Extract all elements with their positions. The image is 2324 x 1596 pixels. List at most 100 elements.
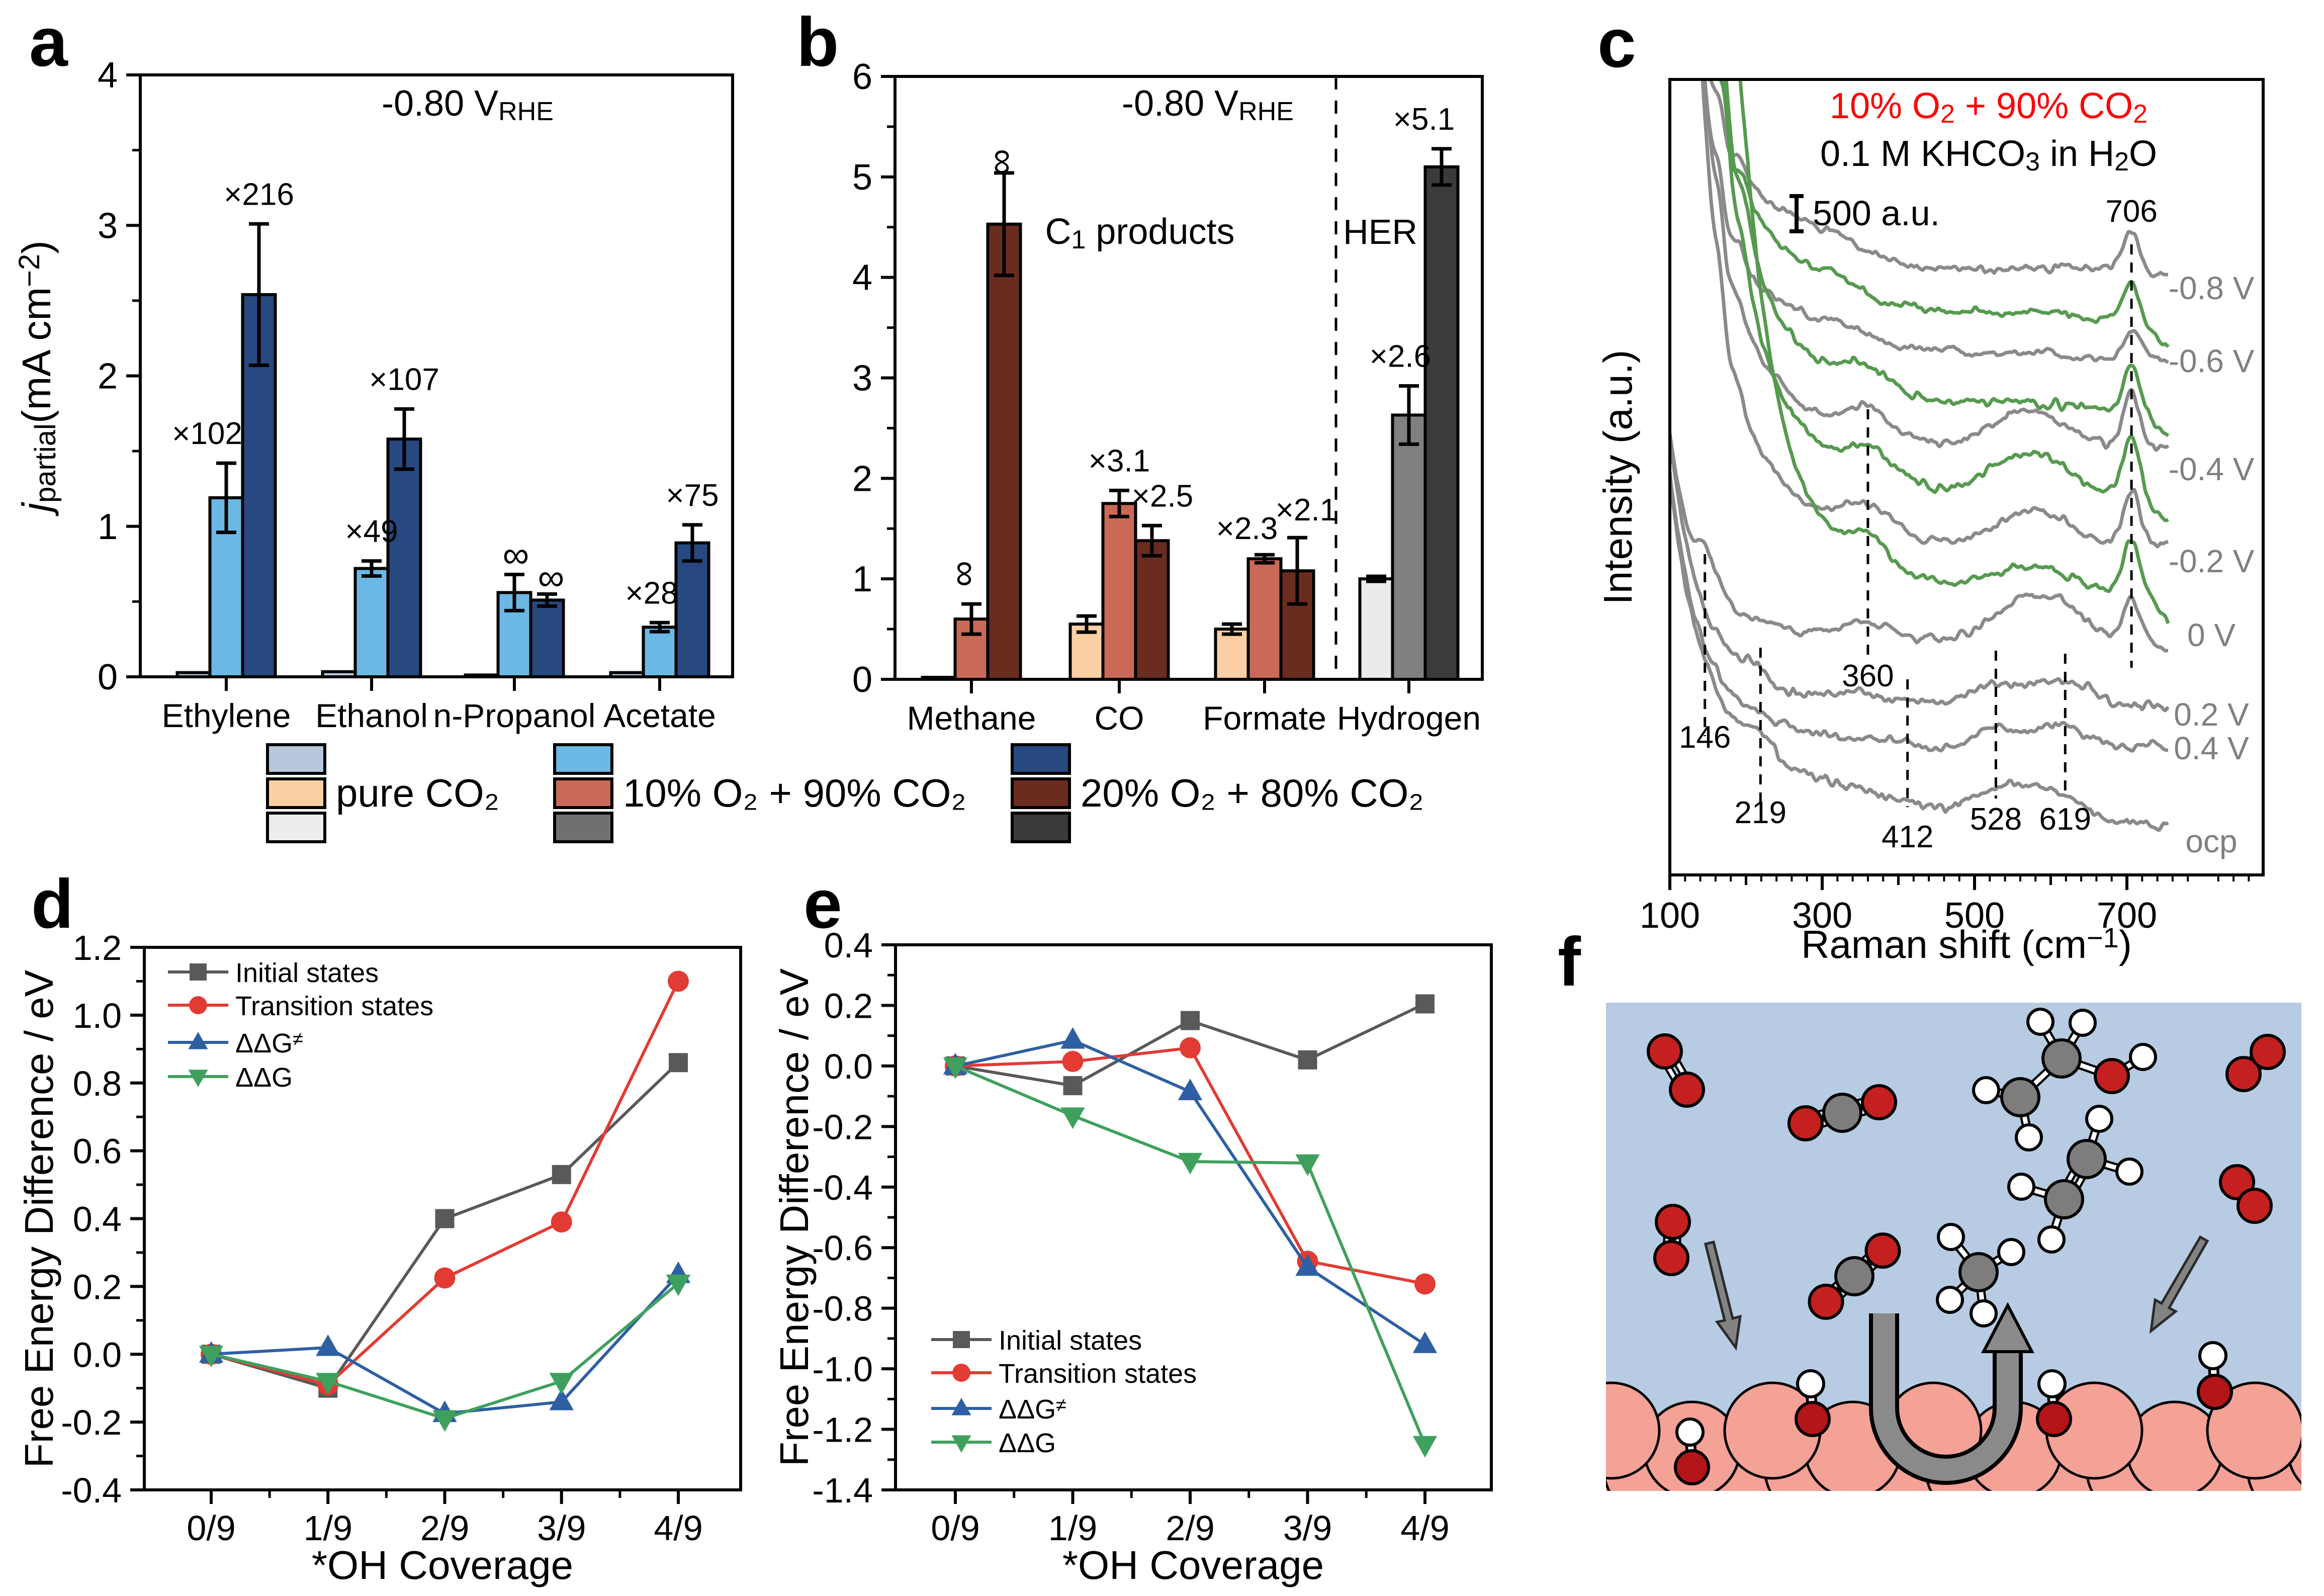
svg-text:×5.1: ×5.1 [1393, 102, 1455, 137]
svg-text:0.6: 0.6 [73, 1132, 122, 1171]
svg-text:-0.2: -0.2 [812, 1107, 873, 1146]
svg-text:0.4 V: 0.4 V [2174, 730, 2249, 766]
svg-text:×49: ×49 [345, 514, 398, 549]
svg-text:Transition states: Transition states [999, 1359, 1197, 1389]
svg-text:412: 412 [1882, 820, 1933, 854]
svg-text:*OH Coverage: *OH Coverage [312, 1543, 573, 1587]
svg-text:Formate: Formate [1203, 699, 1326, 737]
svg-text:4/9: 4/9 [1400, 1509, 1449, 1548]
svg-text:Ethylene: Ethylene [162, 697, 291, 734]
svg-text:6: 6 [852, 57, 872, 97]
svg-text:b: b [796, 4, 839, 81]
svg-text:ΔΔG: ΔΔG [235, 1062, 293, 1093]
svg-text:0.0: 0.0 [824, 1047, 873, 1086]
svg-text:0.8: 0.8 [73, 1064, 122, 1103]
svg-text:146: 146 [1679, 720, 1731, 755]
svg-text:ΔΔG≠: ΔΔG≠ [235, 1028, 303, 1058]
svg-text:219: 219 [1735, 795, 1786, 830]
svg-text:CO: CO [1095, 699, 1144, 737]
svg-text:0.2: 0.2 [824, 986, 873, 1025]
svg-text:×28: ×28 [625, 576, 678, 610]
svg-text:1: 1 [98, 507, 118, 547]
svg-text:0.2 V: 0.2 V [2174, 696, 2249, 733]
svg-text:4: 4 [98, 55, 118, 96]
svg-text:ocp: ocp [2185, 823, 2237, 859]
svg-text:∞: ∞ [503, 534, 529, 576]
svg-text:HER: HER [1343, 212, 1417, 251]
svg-text:2: 2 [98, 357, 118, 397]
svg-text:1/9: 1/9 [1048, 1509, 1097, 1548]
svg-text:1: 1 [852, 559, 872, 599]
svg-text:0/9: 0/9 [931, 1509, 979, 1548]
svg-text:0/9: 0/9 [187, 1509, 235, 1548]
svg-text:Methane: Methane [907, 699, 1036, 737]
svg-text:3/9: 3/9 [1283, 1509, 1332, 1548]
svg-text:Free Energy Difference / eV: Free Energy Difference / eV [17, 969, 61, 1468]
svg-text:×2.5: ×2.5 [1132, 479, 1193, 513]
svg-text:×107: ×107 [369, 362, 439, 397]
svg-text:-1.4: -1.4 [812, 1471, 873, 1510]
svg-text:0 V: 0 V [2187, 617, 2236, 653]
svg-text:Intensity (a.u.): Intensity (a.u.) [1595, 350, 1640, 605]
svg-text:0.0: 0.0 [73, 1335, 122, 1374]
svg-text:ΔΔG: ΔΔG [999, 1428, 1056, 1458]
svg-text:3: 3 [852, 359, 872, 399]
svg-text:20% O₂ + 80% CO₂: 20% O₂ + 80% CO₂ [1081, 771, 1424, 815]
svg-text:4: 4 [852, 258, 872, 298]
svg-text:-0.6: -0.6 [812, 1228, 873, 1268]
svg-text:-0.2 V: -0.2 V [2169, 543, 2255, 579]
svg-text:2: 2 [852, 459, 872, 499]
svg-text:2/9: 2/9 [1166, 1509, 1214, 1548]
svg-text:700: 700 [2097, 896, 2157, 936]
svg-text:500 a.u.: 500 a.u. [1813, 194, 1940, 233]
svg-text:3/9: 3/9 [537, 1509, 586, 1548]
svg-text:0: 0 [98, 657, 118, 697]
svg-text:-1.2: -1.2 [812, 1410, 873, 1450]
svg-text:-0.4 V: -0.4 V [2169, 451, 2255, 487]
svg-text:Acetate: Acetate [603, 697, 716, 734]
svg-text:f: f [1558, 923, 1581, 1001]
svg-text:500: 500 [1944, 896, 2005, 936]
svg-text:10% O₂ + 90% CO₂: 10% O₂ + 90% CO₂ [623, 771, 966, 815]
svg-text:528: 528 [1970, 802, 2022, 837]
svg-text:Free Energy Difference / eV: Free Energy Difference / eV [772, 968, 817, 1466]
svg-text:-0.8: -0.8 [812, 1289, 873, 1328]
svg-text:619: 619 [2039, 802, 2091, 837]
svg-text:0.4: 0.4 [824, 926, 873, 965]
svg-text:∞: ∞ [946, 561, 987, 587]
svg-text:∞: ∞ [538, 557, 565, 598]
svg-text:pure CO₂: pure CO₂ [336, 771, 499, 815]
svg-text:×3.1: ×3.1 [1089, 444, 1150, 478]
svg-text:1.0: 1.0 [73, 996, 122, 1035]
svg-text:Raman shift (cm−1): Raman shift (cm−1) [1801, 922, 2132, 966]
svg-text:Ethanol: Ethanol [315, 697, 428, 734]
svg-text:a: a [29, 4, 68, 81]
svg-text:-0.6 V: -0.6 V [2169, 343, 2255, 379]
svg-text:×102: ×102 [172, 416, 242, 451]
svg-text:706: 706 [2105, 194, 2157, 229]
svg-text:d: d [31, 865, 73, 943]
svg-text:Initial states: Initial states [235, 958, 379, 988]
svg-text:-1.0: -1.0 [812, 1350, 873, 1389]
svg-text:×2.6: ×2.6 [1370, 339, 1431, 374]
svg-text:n-Propanol: n-Propanol [433, 697, 596, 734]
svg-text:Hydrogen: Hydrogen [1337, 699, 1481, 737]
svg-text:Transition states: Transition states [235, 991, 433, 1021]
svg-text:0.1 M KHCO3 in H2O: 0.1 M KHCO3 in H2O [1820, 134, 2157, 176]
svg-text:2/9: 2/9 [420, 1509, 469, 1548]
svg-text:0.4: 0.4 [73, 1200, 122, 1239]
svg-text:0.2: 0.2 [73, 1267, 122, 1306]
svg-text:c: c [1597, 5, 1636, 82]
svg-text:100: 100 [1640, 896, 1700, 936]
svg-text:×2.1: ×2.1 [1276, 493, 1337, 527]
svg-text:300: 300 [1792, 896, 1852, 936]
svg-text:*OH Coverage: *OH Coverage [1062, 1543, 1324, 1587]
svg-text:×216: ×216 [224, 177, 294, 212]
svg-text:×2.3: ×2.3 [1216, 511, 1278, 546]
svg-text:1.2: 1.2 [73, 928, 122, 967]
svg-text:3: 3 [98, 206, 118, 246]
svg-text:0: 0 [852, 660, 872, 700]
svg-text:×75: ×75 [666, 478, 719, 513]
svg-text:ΔΔG≠: ΔΔG≠ [999, 1394, 1066, 1425]
svg-text:Initial states: Initial states [999, 1325, 1142, 1356]
